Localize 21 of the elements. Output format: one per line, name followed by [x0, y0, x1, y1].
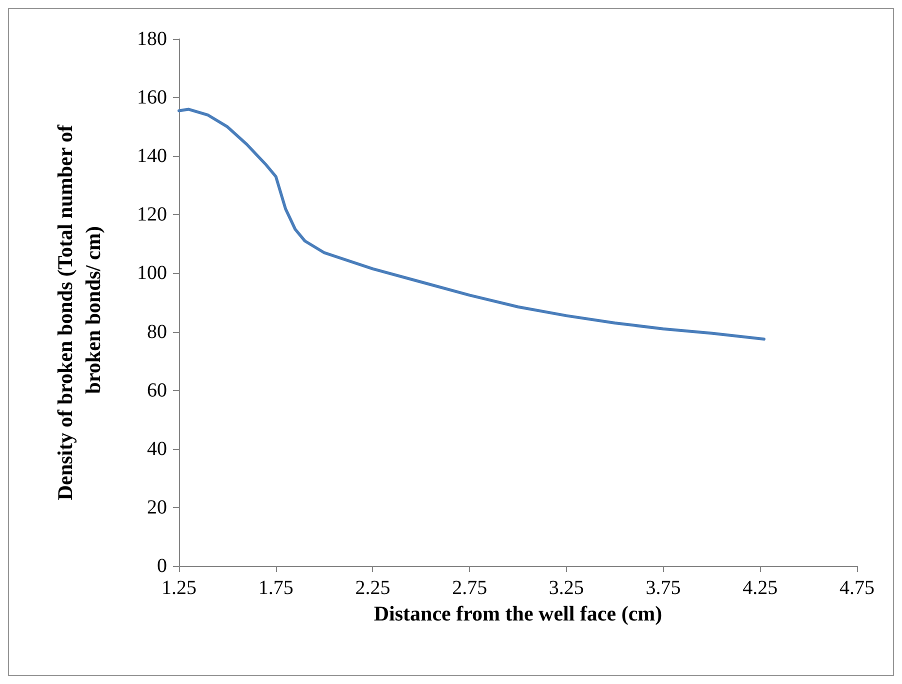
x-tick-label: 4.75 — [840, 577, 874, 599]
y-tick-label: 140 — [137, 145, 167, 168]
x-tick-label: 4.25 — [742, 577, 778, 599]
x-tick-label: 2.25 — [355, 577, 390, 599]
y-tick-label: 80 — [147, 320, 167, 343]
y-axis-title: Density of broken bonds (Total number of broken bonds/ cm) — [53, 120, 105, 500]
y-tick-label: 160 — [137, 86, 167, 109]
y-tick-label: 40 — [147, 438, 167, 460]
x-tick-label: 2.75 — [452, 577, 488, 599]
x-tick-label: 3.25 — [548, 577, 584, 599]
y-tick-label: 20 — [147, 496, 167, 518]
y-tick-label: 0 — [157, 555, 167, 577]
x-tick-label: 1.75 — [258, 577, 294, 599]
x-axis-title: Distance from the well face (cm) — [374, 601, 662, 626]
y-tick-label: 120 — [137, 204, 167, 226]
y-tick-label: 60 — [147, 379, 167, 402]
line-series — [178, 108, 766, 341]
x-tick-label: 1.25 — [162, 577, 196, 599]
y-tick-label: 180 — [137, 28, 167, 50]
y-tick-label: 100 — [137, 262, 167, 284]
x-tick-label: 3.75 — [646, 577, 681, 599]
